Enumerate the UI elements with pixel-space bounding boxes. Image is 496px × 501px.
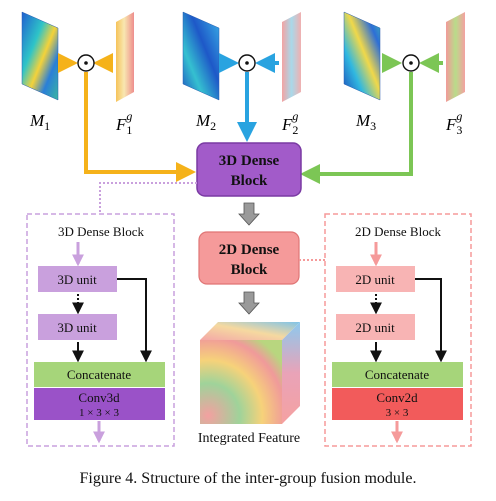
arrow-2d-skip [415, 279, 441, 360]
input-group-3: M3 Fg 3 [344, 12, 465, 137]
input-group-2: M2 Fg 2 [183, 12, 301, 137]
conv-2d-label: Conv2d [376, 390, 418, 405]
feat-label-1: Fg 1 [115, 109, 132, 137]
block-2d-dense: 2D Dense Block [199, 232, 299, 284]
feature-slab-2 [282, 12, 301, 102]
conv-3d-label: Conv3d [78, 390, 120, 405]
hadamard-op-2 [239, 55, 255, 71]
unit-2d-1-label: 2D unit [355, 272, 395, 287]
hadamard-op-1 [78, 55, 94, 71]
conv-3d-kernel: 1 × 3 × 3 [79, 407, 119, 419]
feature-slab-3 [446, 12, 465, 102]
block-3d-dense: 3D Dense Block [197, 143, 301, 196]
arrow-2d-to-output [239, 292, 259, 314]
block-3d-line2: Block [231, 173, 268, 189]
unit-3d-1-label: 3D unit [57, 272, 97, 287]
panel-3d-title: 3D Dense Block [58, 224, 144, 239]
spectral-map-3 [344, 12, 380, 100]
panel-3d-detail: 3D Dense Block 3D unit 3D unit Concatena… [27, 214, 174, 446]
input-group-1: M1 Fg 1 [22, 12, 134, 137]
panel-2d-title: 2D Dense Block [355, 224, 441, 239]
block-3d-line1: 3D Dense [219, 153, 280, 169]
block-2d-line2: Block [231, 262, 268, 278]
map-label-1: M1 [29, 111, 50, 133]
feature-slab-1 [116, 12, 134, 102]
arrow-3d-skip [117, 279, 146, 360]
spectral-map-1 [22, 12, 58, 100]
map-label-3: M3 [355, 111, 376, 133]
unit-3d-2-label: 3D unit [57, 320, 97, 335]
block-2d-line1: 2D Dense [219, 242, 280, 258]
conv-2d-kernel: 3 × 3 [386, 407, 409, 419]
connector-3d-detail [100, 183, 197, 214]
spectral-map-2 [183, 12, 219, 100]
map-label-2: M2 [195, 111, 216, 133]
output-label: Integrated Feature [198, 431, 300, 446]
panel-2d-detail: 2D Dense Block 2D unit 2D unit Concatena… [325, 214, 471, 446]
figure-caption: Figure 4. Structure of the inter-group f… [0, 470, 496, 488]
feat-label-3: Fg 3 [445, 109, 462, 137]
unit-2d-2-label: 2D unit [355, 320, 395, 335]
fusion-diagram: M1 Fg 1 M2 Fg 2 M3 Fg 3 3D Dense Block [0, 0, 496, 470]
concat-3d-label: Concatenate [67, 367, 131, 382]
hadamard-op-3 [403, 55, 419, 71]
arrow-group1-to-3d [86, 72, 192, 172]
arrow-3d-to-2d [239, 203, 259, 225]
integrated-feature-cube [200, 322, 300, 424]
concat-2d-label: Concatenate [365, 367, 429, 382]
feat-label-2: Fg 2 [281, 109, 298, 137]
